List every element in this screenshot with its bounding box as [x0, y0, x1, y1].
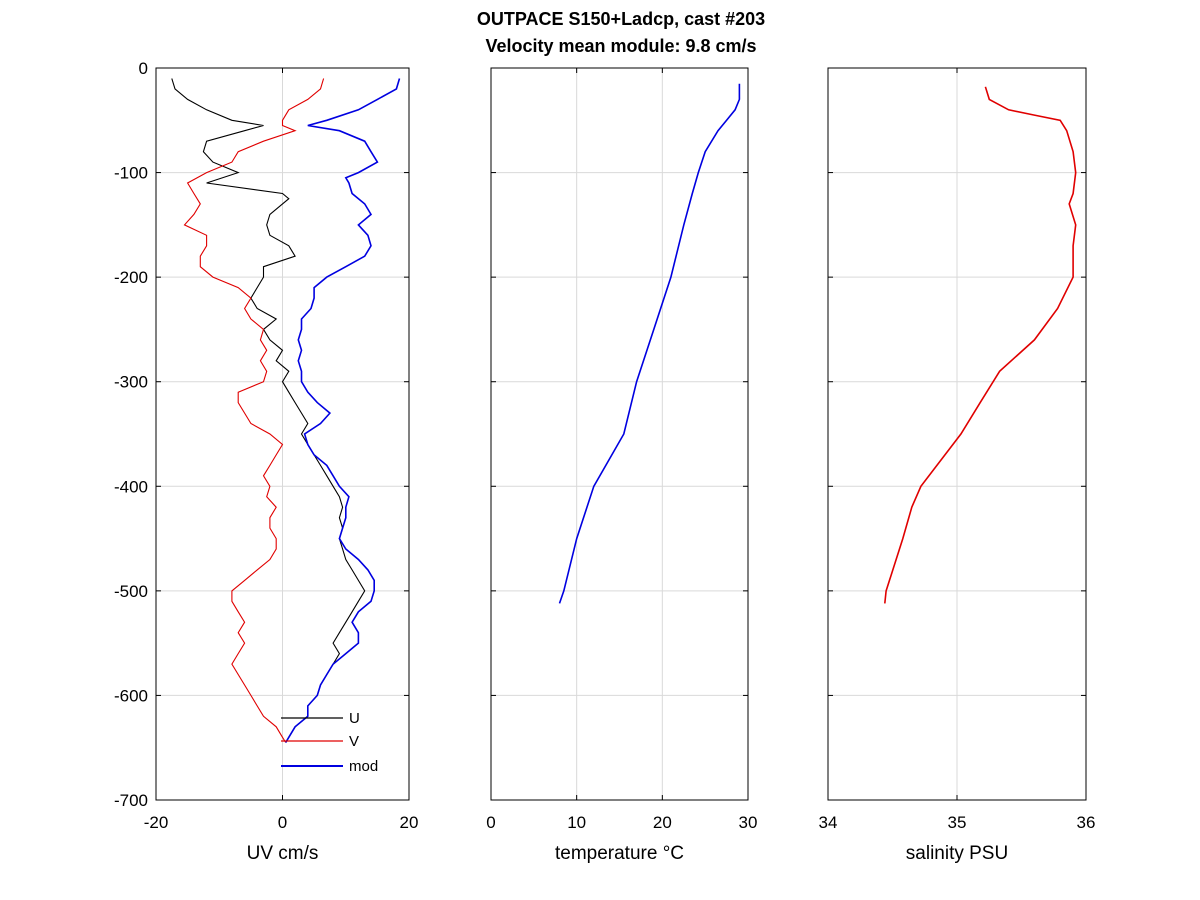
series-line-mod — [285, 78, 401, 743]
legend-label: V — [349, 733, 359, 750]
panel-3: 34 35 36 salinity PSU — [819, 67, 1096, 864]
legend-label: U — [349, 710, 360, 727]
y-tick-label: -500 — [114, 582, 148, 601]
series-line-V — [183, 78, 325, 743]
series-line-panel2 — [558, 83, 741, 604]
legend-item-U: U — [281, 710, 360, 727]
x-tick-label: 34 — [819, 813, 838, 832]
series-line-U — [171, 78, 366, 743]
axes-frame — [490, 67, 749, 801]
chart-title-line2: Velocity mean module: 9.8 cm/s — [485, 36, 756, 56]
x-tick-label: 20 — [400, 813, 419, 832]
x-axis-label: UV cm/s — [247, 843, 319, 864]
y-tick-label: -300 — [114, 373, 148, 392]
x-tick-label: 20 — [653, 813, 672, 832]
x-axis-label: salinity PSU — [906, 843, 1008, 864]
x-tick-label: 0 — [486, 813, 495, 832]
y-tick-label: -100 — [114, 164, 148, 183]
chart-title-line1: OUTPACE S150+Ladcp, cast #203 — [477, 9, 765, 29]
x-tick-label: 30 — [739, 813, 758, 832]
legend-item-mod: mod — [281, 758, 378, 775]
x-tick-label: -20 — [144, 813, 169, 832]
series-line-panel3 — [884, 86, 1077, 604]
x-axis-label: temperature °C — [555, 843, 684, 864]
x-tick-label: 35 — [948, 813, 967, 832]
legend-item-V: V — [281, 733, 359, 750]
y-tick-label: -400 — [114, 477, 148, 496]
panel-2: 0 10 20 30 temperature °C — [486, 67, 758, 864]
legend-label: mod — [349, 758, 378, 775]
y-tick-label: -600 — [114, 686, 148, 705]
y-tick-label: 0 — [139, 59, 148, 78]
y-tick-label: -700 — [114, 791, 148, 810]
x-tick-label: 10 — [567, 813, 586, 832]
x-tick-label: 36 — [1077, 813, 1096, 832]
y-tick-label: -200 — [114, 268, 148, 287]
x-tick-label: 0 — [278, 813, 287, 832]
